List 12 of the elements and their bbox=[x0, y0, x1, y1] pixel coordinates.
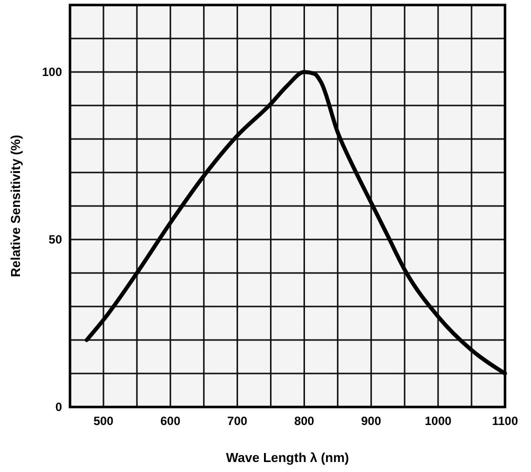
y-axis-title: Relative Sensitivity (%) bbox=[8, 134, 23, 278]
x-tick-label: 800 bbox=[294, 414, 315, 428]
x-tick-label: 600 bbox=[160, 414, 181, 428]
x-tick-label: 900 bbox=[361, 414, 382, 428]
x-tick-label: 1100 bbox=[492, 414, 518, 428]
x-tick-label: 700 bbox=[227, 414, 248, 428]
x-axis-title: Wave Length λ (nm) bbox=[226, 450, 350, 465]
y-tick-label: 100 bbox=[42, 65, 62, 79]
x-tick-label: 500 bbox=[93, 414, 114, 428]
y-tick-label: 50 bbox=[48, 232, 62, 246]
x-tick-label: 1000 bbox=[424, 414, 452, 428]
y-tick-label: 0 bbox=[55, 400, 62, 414]
